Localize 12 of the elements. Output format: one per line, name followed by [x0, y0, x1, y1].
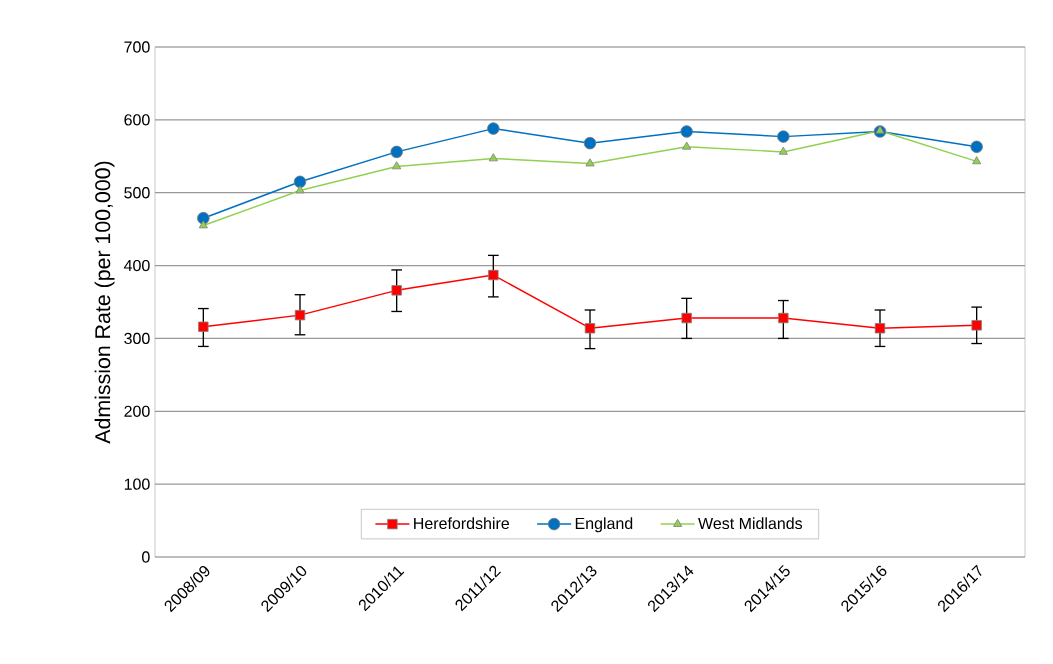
legend-label: West Midlands — [698, 517, 803, 530]
y-tick-label: 700 — [124, 41, 150, 53]
y-tick-label: 200 — [124, 405, 150, 417]
y-tick-label: 500 — [124, 187, 150, 199]
y-tick-label: 300 — [124, 332, 150, 345]
y-tick-label: 0 — [142, 551, 150, 563]
legend-label: England — [575, 517, 633, 533]
y-tick-label: 100 — [124, 478, 150, 490]
y-tick-label: 400 — [123, 259, 150, 272]
y-axis-title: Admission Rate (per 100,000) — [94, 161, 115, 444]
y-tick-label: 600 — [124, 114, 150, 126]
legend-label: Herefordshire — [414, 517, 510, 530]
